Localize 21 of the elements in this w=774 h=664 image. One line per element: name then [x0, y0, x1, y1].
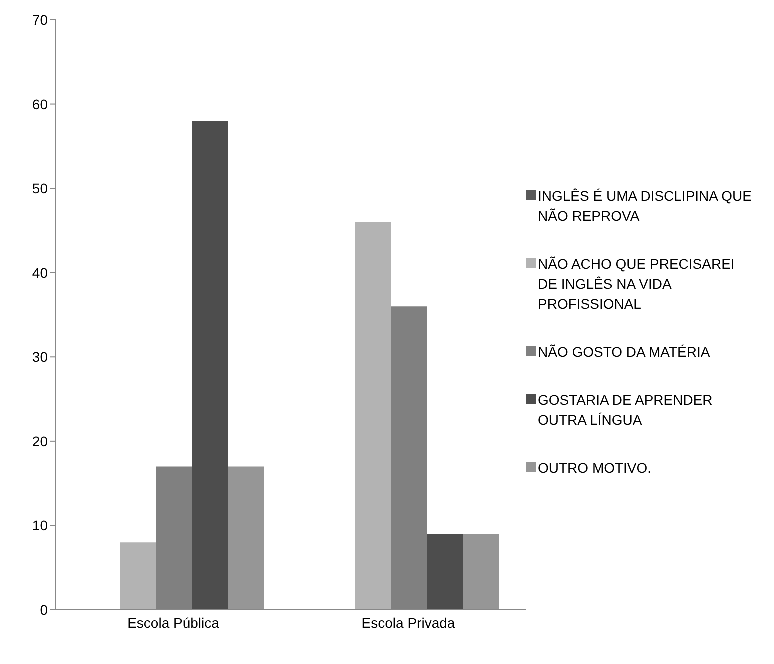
- legend-label: NÃO GOSTO DA MATÉRIA: [538, 343, 710, 362]
- bar: [463, 534, 500, 610]
- y-tick-label: 70: [32, 12, 48, 28]
- legend-label: NÃO ACHO QUE PRECISAREI DE INGLÊS NA VIDA PROFISSIONAL: [538, 255, 736, 314]
- y-tick-label: 40: [32, 264, 48, 281]
- y-tick-label: 50: [32, 180, 48, 197]
- y-tick-label: 0: [40, 602, 48, 618]
- bar: [355, 222, 392, 610]
- y-tick-label: 20: [32, 433, 48, 450]
- bar: [427, 534, 464, 610]
- x-tick-label: Escola Privada: [362, 614, 456, 631]
- y-tick-label: 30: [32, 349, 48, 366]
- bar: [228, 466, 264, 610]
- legend-label: INGLÊS É UMA DISCLIPINA QUE NÃO REPROVA: [538, 187, 753, 226]
- bar: [192, 121, 228, 610]
- legend-label: OUTRO MOTIVO.: [538, 459, 652, 478]
- y-tick-label: 60: [32, 96, 48, 112]
- y-tick-label: 10: [32, 518, 48, 534]
- bar: [120, 542, 156, 610]
- x-tick-label: Escola Pública: [128, 614, 220, 631]
- legend-label: GOSTARIA DE APRENDER OUTRA LÍNGUA: [538, 391, 714, 430]
